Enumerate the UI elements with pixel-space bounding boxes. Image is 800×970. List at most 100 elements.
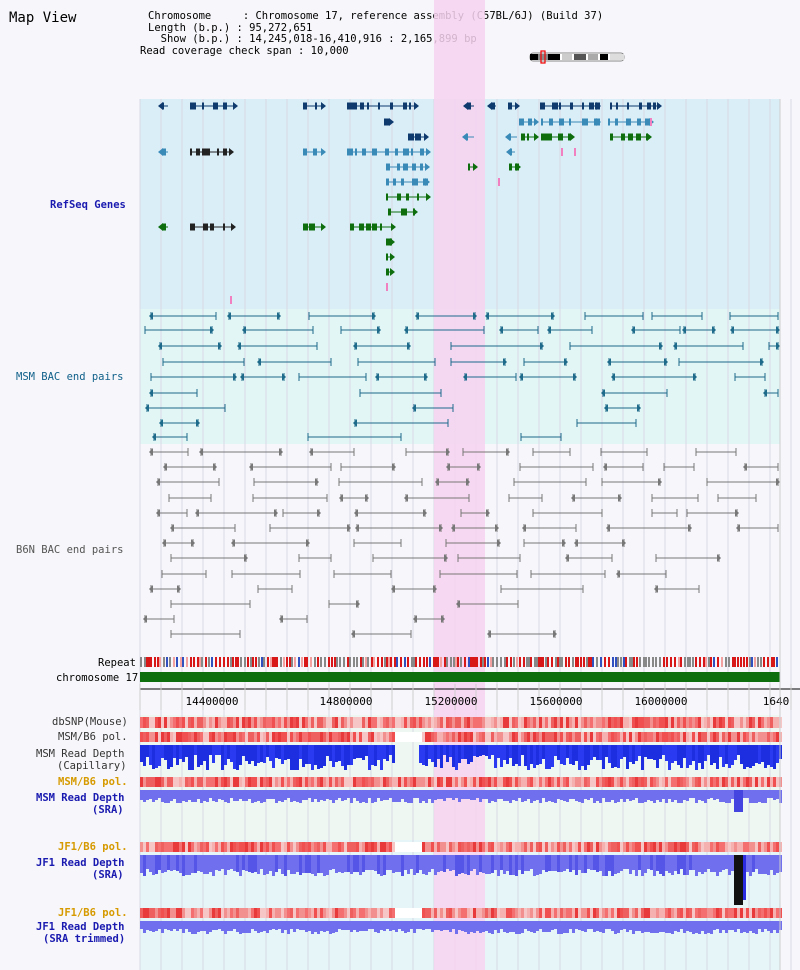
msm-bac-pair-arrow bbox=[519, 373, 523, 381]
msm-sra-pol-cell bbox=[314, 777, 317, 787]
repeat-segment bbox=[643, 657, 645, 667]
msm-bac-track-label[interactable]: MSM BAC end pairs bbox=[16, 371, 124, 383]
jf1-pol-cell bbox=[335, 842, 338, 852]
msm-bac-pair-arrow bbox=[277, 312, 281, 320]
msm-capillary-depth-bar bbox=[173, 745, 176, 758]
msm-pol-cell bbox=[332, 732, 335, 742]
jf1-depth-sra-label-2[interactable]: (SRA) bbox=[92, 869, 124, 881]
jf1-sra-depth-bar bbox=[164, 855, 167, 872]
msm-capillary-depth-bar bbox=[605, 745, 608, 757]
jf1-depth-trim-label-2[interactable]: (SRA trimmed) bbox=[43, 933, 126, 945]
gene-exon bbox=[420, 163, 423, 171]
jf1-pol-track-label[interactable]: JF1/B6 pol. bbox=[58, 841, 128, 853]
jf1-pol-cell bbox=[218, 842, 221, 852]
msm-pol-cell bbox=[410, 732, 413, 742]
dbsnp-cell bbox=[227, 717, 230, 728]
msm-capillary-depth-bar bbox=[773, 745, 776, 769]
msm-pol-cell bbox=[542, 732, 545, 742]
msm-sra-pol-cell bbox=[152, 777, 155, 787]
msm-capillary-depth-bar bbox=[269, 745, 272, 761]
msm-sra-depth-bar bbox=[491, 790, 494, 801]
msm-sra-depth-bar bbox=[764, 790, 767, 803]
msm-pol-cell bbox=[383, 732, 386, 742]
msm-capillary-depth-bar bbox=[758, 745, 761, 764]
gene-arrow bbox=[487, 102, 492, 110]
msm-pol-cell bbox=[482, 732, 485, 742]
msm-capillary-depth-bar bbox=[725, 745, 728, 764]
msm-depth-cap-label-1[interactable]: MSM Read Depth bbox=[36, 748, 125, 760]
repeat-segment bbox=[732, 657, 734, 667]
msm-sra-depth-bar bbox=[719, 790, 722, 802]
jf1-trim-pol-cell bbox=[548, 908, 551, 918]
repeat-segment bbox=[760, 657, 762, 667]
msm-sra-pol-cell bbox=[221, 777, 224, 787]
repeat-segment bbox=[356, 657, 358, 667]
msm-bac-pair-arrow bbox=[573, 373, 577, 381]
jf1-trim-pol-cell bbox=[170, 908, 173, 918]
repeat-segment bbox=[717, 657, 719, 667]
gene-exon bbox=[527, 133, 529, 141]
msm-pol-sra-track-label[interactable]: MSM/B6 pol. bbox=[58, 776, 128, 788]
msm-pol-track-label[interactable]: MSM/B6 pol. bbox=[58, 731, 128, 743]
gene-exon bbox=[386, 193, 388, 201]
msm-pol-cell bbox=[644, 732, 647, 742]
jf1-depth-trim-label-1[interactable]: JF1 Read Depth bbox=[36, 921, 125, 933]
jf1-trimmed-depth-bar bbox=[611, 921, 614, 931]
repeat-segment bbox=[261, 657, 263, 667]
dbsnp-cell bbox=[170, 717, 173, 728]
msm-sra-depth-bar bbox=[563, 790, 566, 801]
b6n-bac-pair-arrow bbox=[309, 448, 313, 456]
msm-depth-sra-label-2[interactable]: (SRA) bbox=[92, 804, 124, 816]
msm-sra-depth-bar bbox=[317, 790, 320, 802]
b6n-bac-pair-arrow bbox=[735, 509, 739, 517]
jf1-pol-cell bbox=[581, 842, 584, 852]
msm-capillary-depth-bar bbox=[707, 745, 710, 755]
b6n-bac-pair-arrow bbox=[404, 494, 408, 502]
msm-capillary-depth-bar bbox=[329, 745, 332, 761]
repeat-segment bbox=[353, 657, 355, 667]
jf1-trimmed-depth-bar bbox=[431, 921, 434, 932]
msm-sra-pol-cell bbox=[377, 777, 380, 787]
b6n-bac-pair-arrow bbox=[574, 539, 578, 547]
b6n-bac-pair-arrow bbox=[391, 585, 395, 593]
refseq-track-label[interactable]: RefSeq Genes bbox=[50, 199, 126, 211]
jf1-trim-pol-cell bbox=[206, 908, 209, 918]
msm-capillary-depth-bar bbox=[776, 745, 779, 763]
dbsnp-cell bbox=[773, 717, 776, 728]
jf1-trimmed-depth-bar bbox=[584, 921, 587, 932]
jf1-pol-cell bbox=[191, 842, 194, 852]
jf1-depth-sra-label-1[interactable]: JF1 Read Depth bbox=[36, 857, 125, 869]
jf1-trimmed-depth-bar bbox=[638, 921, 641, 931]
msm-sra-pol-cell bbox=[758, 777, 761, 787]
b6n-bac-track-label[interactable]: B6N BAC end pairs bbox=[16, 544, 124, 556]
jf1-trimmed-depth-bar bbox=[218, 921, 221, 929]
msm-capillary-depth-bar bbox=[695, 745, 698, 770]
jf1-trim-pol-cell bbox=[740, 908, 743, 918]
b6n-bac-pair-arrow bbox=[477, 463, 481, 471]
gene-arrow bbox=[426, 193, 431, 201]
msm-sra-depth-bar bbox=[404, 790, 407, 802]
msm-sra-pol-cell bbox=[725, 777, 728, 787]
msm-pol-cell bbox=[446, 732, 449, 742]
msm-pol-cell bbox=[716, 732, 719, 742]
msm-depth-cap-label-2[interactable]: (Capillary) bbox=[57, 760, 127, 772]
msm-pol-cell bbox=[608, 732, 611, 742]
jf1-sra-depth-bar bbox=[761, 855, 764, 874]
dbsnp-track-label[interactable]: dbSNP(Mouse) bbox=[52, 716, 128, 728]
jf1-trimmed-depth-bar bbox=[140, 921, 143, 929]
jf1-trim-pol-cell bbox=[563, 908, 566, 918]
msm-sra-pol-cell bbox=[326, 777, 329, 787]
jf1-pol-trim-track-label[interactable]: JF1/B6 pol. bbox=[58, 907, 128, 919]
dbsnp-cell bbox=[713, 717, 716, 728]
msm-pol-cell bbox=[539, 732, 542, 742]
jf1-pol-cell bbox=[416, 842, 419, 852]
msm-depth-sra-label-1[interactable]: MSM Read Depth bbox=[36, 792, 125, 804]
jf1-sra-depth-bar bbox=[209, 855, 212, 872]
repeat-segment bbox=[381, 657, 383, 667]
dbsnp-cell bbox=[416, 717, 419, 728]
msm-sra-pol-cell bbox=[473, 777, 476, 787]
gene-exon bbox=[362, 148, 366, 156]
msm-capillary-depth-bar bbox=[188, 745, 191, 770]
msm-capillary-depth-bar bbox=[686, 745, 689, 768]
